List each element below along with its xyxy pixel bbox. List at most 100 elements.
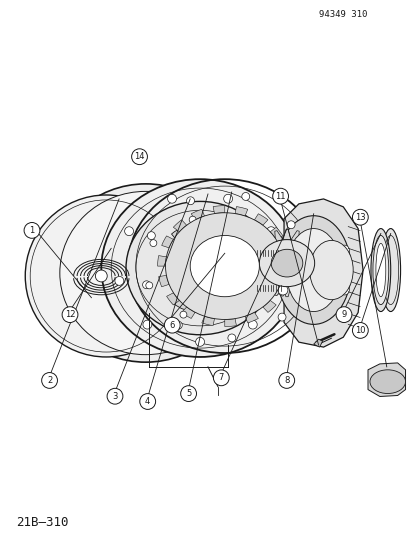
Circle shape	[140, 393, 155, 409]
Polygon shape	[298, 281, 309, 292]
Circle shape	[25, 195, 187, 357]
Polygon shape	[282, 266, 291, 277]
Ellipse shape	[375, 244, 385, 297]
Text: 7: 7	[218, 373, 223, 382]
Circle shape	[241, 192, 249, 200]
Circle shape	[248, 320, 256, 329]
Circle shape	[272, 188, 288, 204]
Circle shape	[339, 285, 349, 295]
Polygon shape	[309, 270, 323, 278]
Text: 94349 310: 94349 310	[318, 10, 366, 19]
Circle shape	[276, 277, 285, 285]
Text: 10: 10	[354, 326, 365, 335]
Circle shape	[223, 195, 232, 203]
Polygon shape	[304, 240, 317, 251]
Polygon shape	[191, 209, 204, 220]
Text: 8: 8	[283, 376, 289, 385]
Polygon shape	[254, 214, 267, 225]
Circle shape	[233, 229, 240, 236]
Ellipse shape	[126, 201, 273, 335]
Polygon shape	[250, 270, 263, 278]
Text: 4: 4	[145, 397, 150, 406]
Ellipse shape	[370, 229, 390, 311]
Polygon shape	[290, 231, 299, 242]
Circle shape	[278, 313, 285, 321]
Circle shape	[213, 370, 229, 386]
Polygon shape	[367, 363, 405, 397]
Polygon shape	[247, 263, 260, 270]
Polygon shape	[264, 235, 275, 245]
Ellipse shape	[285, 229, 340, 311]
Ellipse shape	[380, 229, 400, 311]
Polygon shape	[181, 307, 195, 318]
Text: 11: 11	[275, 192, 285, 201]
Circle shape	[95, 270, 107, 282]
Polygon shape	[213, 206, 224, 214]
Circle shape	[180, 386, 196, 401]
Ellipse shape	[52, 184, 239, 362]
Ellipse shape	[372, 236, 388, 305]
Polygon shape	[313, 339, 322, 347]
Circle shape	[226, 305, 233, 312]
Polygon shape	[157, 256, 166, 266]
Text: 6: 6	[169, 321, 175, 330]
Polygon shape	[256, 240, 268, 251]
Polygon shape	[280, 245, 290, 257]
Polygon shape	[304, 276, 317, 286]
Circle shape	[287, 221, 294, 229]
Polygon shape	[161, 236, 173, 248]
Text: 12: 12	[64, 310, 75, 319]
Circle shape	[145, 282, 152, 289]
Circle shape	[195, 337, 204, 346]
Circle shape	[188, 256, 211, 280]
Ellipse shape	[101, 179, 298, 357]
Circle shape	[278, 373, 294, 389]
Polygon shape	[158, 276, 169, 287]
Polygon shape	[201, 316, 214, 326]
Circle shape	[266, 227, 275, 236]
Circle shape	[142, 281, 150, 289]
Circle shape	[62, 306, 78, 322]
Polygon shape	[282, 286, 290, 297]
Polygon shape	[274, 231, 282, 242]
Polygon shape	[250, 248, 263, 256]
Polygon shape	[274, 285, 282, 296]
Circle shape	[42, 373, 57, 389]
Circle shape	[180, 311, 186, 318]
Circle shape	[301, 269, 309, 276]
Polygon shape	[298, 235, 309, 245]
Circle shape	[339, 245, 349, 255]
Polygon shape	[275, 284, 287, 296]
Ellipse shape	[309, 240, 352, 300]
Polygon shape	[224, 319, 236, 327]
Polygon shape	[166, 293, 179, 305]
Text: 9: 9	[341, 310, 346, 319]
Polygon shape	[235, 207, 247, 216]
Ellipse shape	[369, 370, 405, 393]
Text: 2: 2	[47, 376, 52, 385]
Text: 21B–310: 21B–310	[17, 516, 69, 529]
Polygon shape	[264, 281, 275, 292]
Polygon shape	[309, 248, 323, 256]
Circle shape	[115, 277, 123, 285]
Polygon shape	[173, 220, 186, 232]
Circle shape	[250, 269, 257, 276]
Ellipse shape	[275, 216, 350, 325]
Circle shape	[107, 389, 123, 404]
Ellipse shape	[259, 240, 314, 287]
Circle shape	[351, 209, 367, 225]
Circle shape	[189, 216, 196, 223]
Wedge shape	[171, 288, 228, 312]
Polygon shape	[282, 230, 290, 240]
Polygon shape	[247, 256, 260, 263]
Ellipse shape	[60, 191, 231, 354]
Text: 14: 14	[134, 152, 145, 161]
Polygon shape	[290, 285, 299, 296]
Circle shape	[351, 322, 367, 338]
Polygon shape	[313, 256, 325, 263]
Polygon shape	[254, 256, 283, 285]
Circle shape	[142, 320, 152, 329]
Text: 1: 1	[29, 226, 35, 235]
Text: 13: 13	[354, 213, 365, 222]
Circle shape	[150, 240, 157, 247]
